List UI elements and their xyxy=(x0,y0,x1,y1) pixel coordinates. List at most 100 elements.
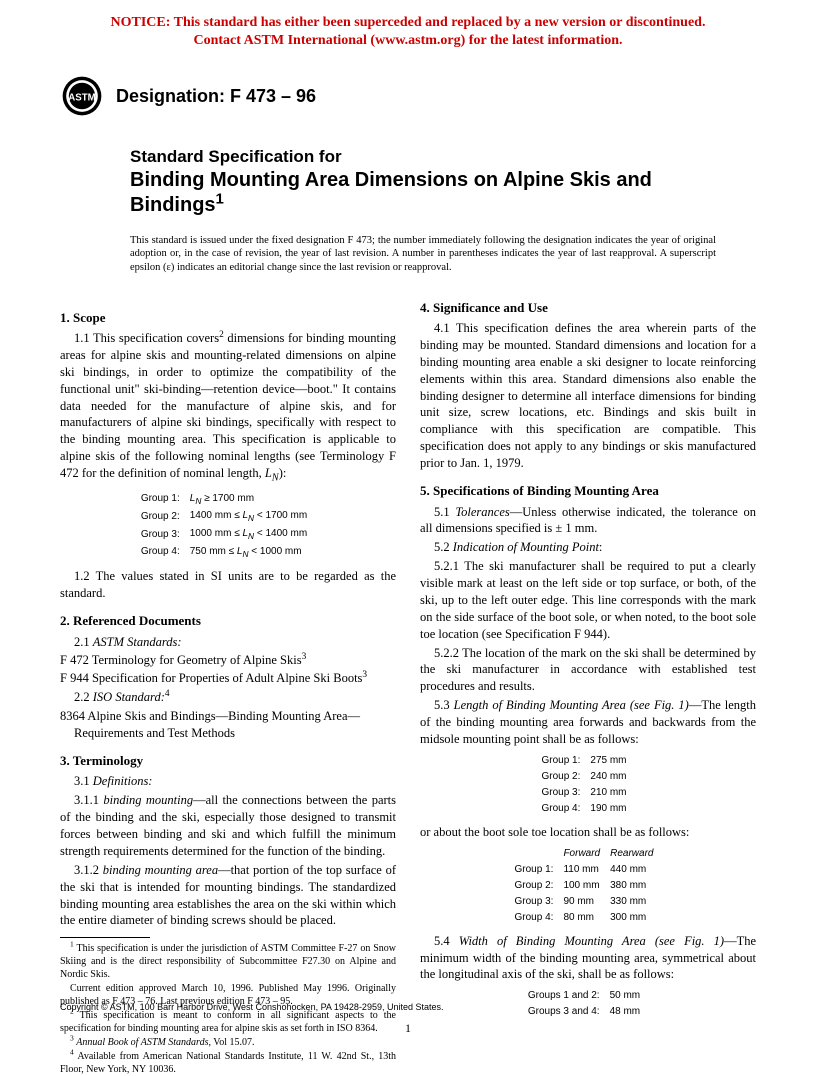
sec2-r2-text: F 944 Specification for Properties of Ad… xyxy=(60,671,362,685)
sec1-p2: 1.2 The values stated in SI units are to… xyxy=(60,568,396,602)
sec5-p22: 5.2.2 The location of the mark on the sk… xyxy=(420,645,756,696)
notice-banner: NOTICE: This standard has either been su… xyxy=(0,0,816,56)
issuance-note: This standard is issued under the fixed … xyxy=(0,224,816,275)
sec5-p2: 5.2 Indication of Mounting Point: xyxy=(420,539,756,556)
sec1-p1c: L xyxy=(265,466,272,480)
fn4: 4 Available from American National Stand… xyxy=(60,1050,396,1076)
sec2-r1-sup: 3 xyxy=(302,652,307,662)
fn1: 1 This specification is under the jurisd… xyxy=(60,942,396,981)
title-block: Standard Specification for Binding Mount… xyxy=(0,126,816,223)
g3-label: Group 3: xyxy=(141,527,188,543)
sec2-s1: 2.1 ASTM Standards: xyxy=(60,634,396,651)
sec5-p4: 5.4 Width of Binding Mounting Area (see … xyxy=(420,933,756,984)
sec2-head: 2. Referenced Documents xyxy=(60,612,396,630)
t1-v3: 210 mm xyxy=(590,786,634,800)
fn4-text: Available from American National Standar… xyxy=(60,1051,396,1075)
sec1-p1a: 1.1 This specification covers xyxy=(74,331,219,345)
sec3-d1: 3.1.1 binding mounting—all the connectio… xyxy=(60,792,396,860)
body-columns: 1. Scope 1.1 This specification covers2 … xyxy=(0,275,816,1076)
sec1-head: 1. Scope xyxy=(60,309,396,327)
copyright-line: Copyright © ASTM, 100 Barr Harbor Drive,… xyxy=(60,1002,444,1012)
g2-range: 1400 mm ≤ LN < 1700 mm xyxy=(190,509,315,525)
sec3-s1-ital: Definitions: xyxy=(93,774,153,788)
t2-h2: Rearward xyxy=(610,847,661,861)
sec5-p2-term: Indication of Mounting Point xyxy=(453,540,599,554)
footnote-rule xyxy=(60,937,150,938)
g2-label: Group 2: xyxy=(141,509,188,525)
t2-g4: Group 4: xyxy=(515,911,562,925)
sec2-s1-num: 2.1 xyxy=(74,635,93,649)
sec1-p1e: ): xyxy=(279,466,287,480)
sec4-p1: 4.1 This specification defines the area … xyxy=(420,320,756,472)
t2-g1: Group 1: xyxy=(515,863,562,877)
sec2-r2: F 944 Specification for Properties of Ad… xyxy=(60,670,396,687)
sec2-s2-sup: 4 xyxy=(165,689,170,699)
t1-g1: Group 1: xyxy=(541,754,588,768)
g1-range: LN ≥ 1700 mm xyxy=(190,492,315,508)
t3-g1: Groups 1 and 2: xyxy=(528,989,608,1003)
sec5-p1-num: 5.1 xyxy=(434,505,455,519)
sec1-groups-table: Group 1:LN ≥ 1700 mm Group 2:1400 mm ≤ L… xyxy=(139,490,317,563)
t1-v1: 275 mm xyxy=(590,754,634,768)
sec2-s2-ital: ISO Standard: xyxy=(93,690,165,704)
page-number: 1 xyxy=(0,1021,816,1036)
t2-g3: Group 3: xyxy=(515,895,562,909)
t2-g2: Group 2: xyxy=(515,879,562,893)
sec2-s2-num: 2.2 xyxy=(74,690,93,704)
sec5-p1-term: Tolerances xyxy=(455,505,509,519)
notice-line1: NOTICE: This standard has either been su… xyxy=(111,15,706,30)
sec5-t1: Group 1:275 mm Group 2:240 mm Group 3:21… xyxy=(539,752,636,818)
sec3-d2-term: binding mounting area xyxy=(103,863,218,877)
designation-text: Designation: F 473 – 96 xyxy=(116,86,316,107)
sec3-d1-num: 3.1.1 xyxy=(74,793,103,807)
t2-f2: 100 mm xyxy=(563,879,608,893)
t2-r3: 330 mm xyxy=(610,895,661,909)
t2-f3: 90 mm xyxy=(563,895,608,909)
sec2-s1-ital: ASTM Standards: xyxy=(93,635,182,649)
sec5-p1: 5.1 Tolerances—Unless otherwise indicate… xyxy=(420,504,756,538)
sec3-d2: 3.1.2 binding mounting area—that portion… xyxy=(60,862,396,930)
sec5-t2: ForwardRearward Group 1:110 mm440 mm Gro… xyxy=(513,845,664,927)
title-main: Binding Mounting Area Dimensions on Alpi… xyxy=(130,168,716,218)
t2-r2: 380 mm xyxy=(610,879,661,893)
sec5-p3-num: 5.3 xyxy=(434,698,454,712)
t1-g2: Group 2: xyxy=(541,770,588,784)
sec3-d2-num: 3.1.2 xyxy=(74,863,103,877)
sec5-p3d: or about the boot sole toe location shal… xyxy=(420,824,756,841)
sec2-s2: 2.2 ISO Standard:4 xyxy=(60,689,396,706)
t1-g3: Group 3: xyxy=(541,786,588,800)
fn3b: Annual Book of ASTM Standards xyxy=(76,1037,208,1048)
sec5-p3: 5.3 Length of Binding Mounting Area (see… xyxy=(420,697,756,748)
fn3: 3 Annual Book of ASTM Standards, Vol 15.… xyxy=(60,1036,396,1049)
g3-range: 1000 mm ≤ LN < 1400 mm xyxy=(190,527,315,543)
t2-h1: Forward xyxy=(563,847,608,861)
title-sup: 1 xyxy=(216,190,224,207)
sec5-p4-term: Width of Binding Mounting Area (see Fig.… xyxy=(459,934,724,948)
g1-label: Group 1: xyxy=(141,492,188,508)
t3-v2: 48 mm xyxy=(610,1005,649,1019)
t2-f1: 110 mm xyxy=(563,863,608,877)
sec4-head: 4. Significance and Use xyxy=(420,299,756,317)
astm-logo: ASTM xyxy=(60,74,104,118)
title-pre: Standard Specification for xyxy=(130,146,716,167)
sec2-r1-text: F 472 Terminology for Geometry of Alpine… xyxy=(60,653,302,667)
sec5-p4-num: 5.4 xyxy=(434,934,459,948)
sec5-p2-colon: : xyxy=(599,540,602,554)
t1-v2: 240 mm xyxy=(590,770,634,784)
t2-r4: 300 mm xyxy=(610,911,661,925)
sec3-d1-term: binding mounting xyxy=(103,793,193,807)
sec5-p21: 5.2.1 The ski manufacturer shall be requ… xyxy=(420,558,756,642)
g4-range: 750 mm ≤ LN < 1000 mm xyxy=(190,545,315,561)
sec3-s1: 3.1 Definitions: xyxy=(60,773,396,790)
sec5-head: 5. Specifications of Binding Mounting Ar… xyxy=(420,482,756,500)
sec2-r2-sup: 3 xyxy=(362,670,367,680)
notice-line2: Contact ASTM International (www.astm.org… xyxy=(193,33,622,48)
sec2-r3: 8364 Alpine Skis and Bindings—Binding Mo… xyxy=(60,708,396,742)
t1-g4: Group 4: xyxy=(541,802,588,816)
fn1-text: This specification is under the jurisdic… xyxy=(60,943,396,980)
sec1-p1b: dimensions for binding mounting areas fo… xyxy=(60,331,396,480)
sec1-p1: 1.1 This specification covers2 dimension… xyxy=(60,330,396,486)
header-row: ASTM Designation: F 473 – 96 xyxy=(0,56,816,126)
svg-text:ASTM: ASTM xyxy=(68,93,95,104)
t1-v4: 190 mm xyxy=(590,802,634,816)
